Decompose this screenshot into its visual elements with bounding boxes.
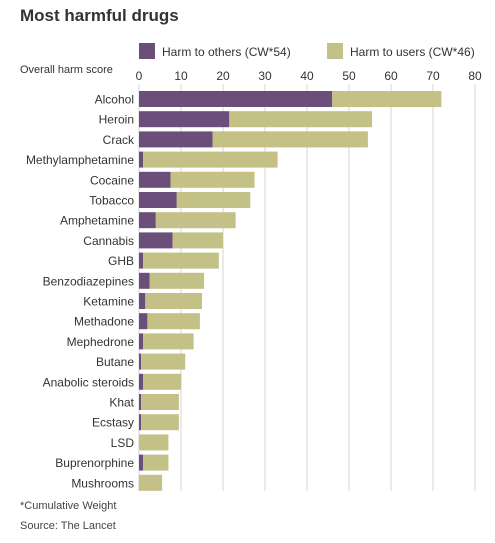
bar-users-mephedrone [143,333,194,350]
bar-others-methylamphetamine [139,151,144,168]
bar-others-benzodiazepines [139,272,150,289]
bar-others-ketamine [139,293,146,309]
category-labels: Alcohol Heroin Crack Methylamphetamine Cocai… [26,93,135,491]
bar-users-methylamphetamine [143,151,278,168]
x-tick-label: 20 [216,69,230,83]
bar-others-khat [139,394,142,410]
category-label: Cannabis [83,234,134,248]
category-label: Anabolic steroids [43,375,134,389]
category-label: Tobacco [89,194,134,208]
category-label: Ecstasy [92,416,134,430]
bar-users-butane [141,353,186,370]
x-tick-label: 40 [300,69,314,83]
bar-users-khat [141,394,179,410]
bar-users-anabolic-steroids [143,373,181,390]
category-label: Mushrooms [71,476,134,490]
bar-others-heroin [139,111,230,128]
bar-users-tobacco [176,192,251,208]
bar-others-amphetamine [139,212,156,229]
category-label: Butane [96,355,134,369]
legend-label-1: Harm to users (CW*46) [350,45,475,59]
category-label: Ketamine [83,295,134,309]
footnote-cumulative-weight: *Cumulative Weight [20,500,117,512]
category-label: Cocaine [90,173,134,187]
bar-users-alcohol [332,91,442,107]
bar-others-anabolic-steroids [139,373,144,390]
bar-others-mephedrone [139,333,144,350]
bar-others-crack [139,131,213,148]
bar-users-ketamine [145,293,202,309]
category-label: Mephedrone [67,335,135,349]
chart-title: Most harmful drugs [20,6,179,25]
bar-others-ecstasy [139,414,142,431]
legend: Harm to others (CW*54) Harm to users (CW*… [139,43,475,59]
legend-swatch-0 [139,43,155,59]
bar-others-methadone [139,313,148,330]
category-label: Amphetamine [60,214,134,228]
bar-users-ghb [143,252,219,269]
x-tick-labels: 0 10 20 30 40 50 60 70 80 [136,69,482,83]
category-label: Methadone [74,315,134,329]
stacked-bar-chart: Harm to others (CW*54) Harm to users (CW*… [20,43,482,491]
footnote-source: Source: The Lancet [20,520,116,532]
bar-users-methadone [147,313,200,330]
bar-users-benzodiazepines [149,272,205,289]
x-tick-label: 70 [426,69,440,83]
bar-users-amphetamine [155,212,236,229]
bar-users-heroin [229,111,373,128]
x-tick-label: 30 [258,69,272,83]
category-label: Methylamphetamine [26,153,134,167]
bar-others-ghb [139,252,144,269]
category-label: Khat [109,396,134,410]
bar-others-cocaine [139,171,171,188]
x-axis-label: Overall harm score [20,64,113,76]
bar-others-cannabis [139,232,173,249]
category-label: Benzodiazepines [43,274,134,288]
bar-others-butane [139,353,142,370]
x-tick-label: 60 [384,69,398,83]
bar-users-mushrooms [139,474,163,491]
bar-others-alcohol [139,91,333,107]
bar-users-cannabis [172,232,223,249]
x-tick-label: 50 [342,69,356,83]
bar-users-crack [212,131,368,148]
category-label: LSD [111,436,135,450]
category-label: Heroin [99,113,134,127]
bar-users-cocaine [170,171,255,188]
bar-users-ecstasy [141,414,179,431]
category-label: GHB [108,254,134,268]
legend-label-0: Harm to others (CW*54) [162,45,291,59]
bars [139,91,442,491]
x-tick-label: 10 [174,69,188,83]
category-label: Buprenorphine [55,456,134,470]
bar-others-buprenorphine [139,454,144,471]
bar-users-buprenorphine [143,454,169,471]
legend-swatch-1 [327,43,343,59]
category-label: Alcohol [95,93,134,107]
x-tick-label: 80 [468,69,482,83]
x-tick-label: 0 [136,69,143,83]
category-label: Crack [103,133,135,147]
bar-users-lsd [139,434,169,451]
bar-others-tobacco [139,192,177,208]
